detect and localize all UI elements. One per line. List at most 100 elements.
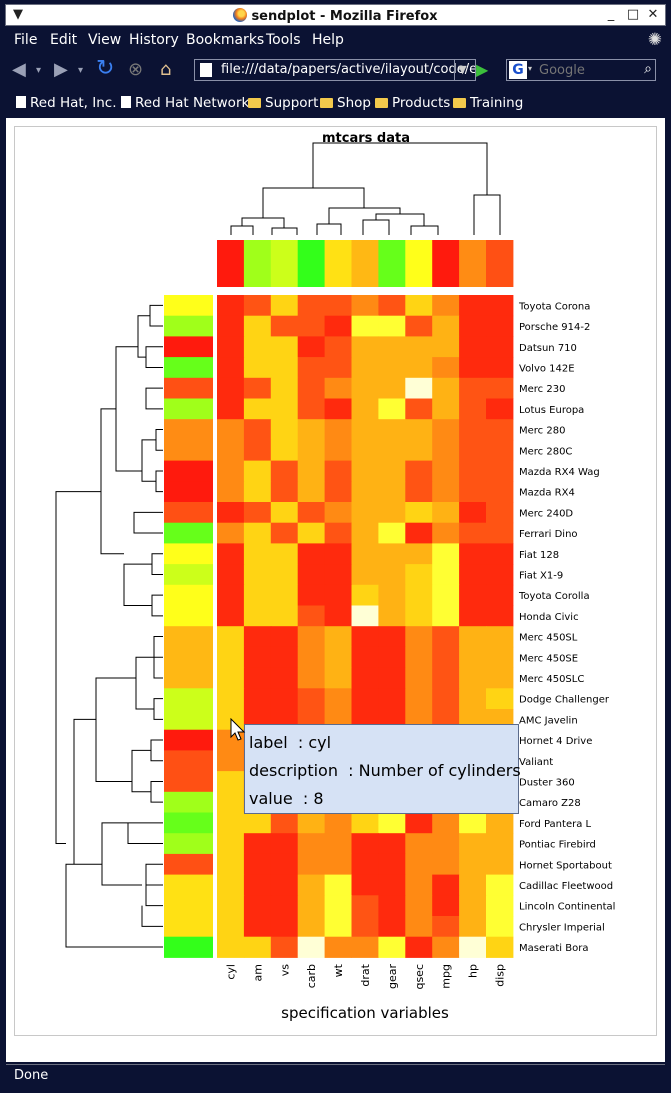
heatmap-cell[interactable] (486, 874, 514, 896)
heatmap-cell[interactable] (432, 377, 460, 399)
heatmap-cell[interactable] (459, 419, 487, 441)
heatmap-cell[interactable] (351, 543, 379, 565)
heatmap-cell[interactable] (297, 543, 326, 565)
search-magnifier-icon[interactable]: ⌕ (644, 61, 652, 77)
heatmap-cell[interactable] (217, 295, 245, 317)
heatmap-cell[interactable] (486, 812, 514, 834)
bookmark-support[interactable]: Support (248, 95, 318, 111)
heatmap-cell[interactable] (217, 460, 245, 482)
heatmap-cell[interactable] (432, 853, 460, 876)
heatmap-cell[interactable] (486, 295, 514, 317)
heatmap-cell[interactable] (459, 667, 487, 689)
maximize-button[interactable]: □ (626, 7, 640, 22)
heatmap-cell[interactable] (243, 543, 272, 565)
heatmap-cell[interactable] (351, 688, 379, 710)
heatmap-cell[interactable] (243, 853, 272, 876)
heatmap-cell[interactable] (243, 605, 272, 627)
heatmap-cell[interactable] (351, 874, 379, 896)
heatmap-cell[interactable] (243, 812, 272, 834)
heatmap-cell[interactable] (378, 895, 406, 917)
heatmap-cell[interactable] (217, 791, 245, 813)
heatmap-cell[interactable] (459, 336, 487, 358)
heatmap-cell[interactable] (351, 936, 379, 958)
heatmap-cell[interactable] (459, 833, 487, 855)
back-arrow-icon[interactable]: ◀ (12, 59, 26, 80)
heatmap-cell[interactable] (324, 584, 352, 606)
heatmap-cell[interactable] (297, 564, 326, 586)
heatmap-cell[interactable] (324, 439, 352, 462)
heatmap-cell[interactable] (297, 667, 326, 689)
heatmap-cell[interactable] (270, 584, 299, 606)
heatmap-cell[interactable] (486, 564, 514, 586)
heatmap-cell[interactable] (297, 295, 326, 317)
heatmap-cell[interactable] (297, 315, 326, 337)
heatmap-cell[interactable] (217, 336, 245, 358)
heatmap-cell[interactable] (405, 646, 433, 669)
minimize-button[interactable]: _ (607, 7, 615, 22)
heatmap-cell[interactable] (270, 543, 299, 565)
heatmap-cell[interactable] (297, 460, 326, 482)
forward-history-chevron-icon[interactable]: ▾ (78, 65, 84, 76)
heatmap-cell[interactable] (432, 564, 460, 586)
heatmap-cell[interactable] (432, 481, 460, 503)
heatmap-cell[interactable] (270, 564, 299, 586)
heatmap-cell[interactable] (432, 336, 460, 358)
heatmap-cell[interactable] (378, 626, 406, 648)
heatmap-cell[interactable] (217, 895, 245, 917)
heatmap-cell[interactable] (324, 398, 352, 420)
heatmap-cell[interactable] (405, 336, 433, 358)
heatmap-cell[interactable] (243, 936, 272, 958)
heatmap-cell[interactable] (432, 874, 460, 896)
heatmap-cell[interactable] (351, 419, 379, 441)
home-icon[interactable]: ⌂ (160, 59, 172, 80)
heatmap-cell[interactable] (378, 605, 406, 627)
stop-icon[interactable]: ⊗ (128, 59, 144, 80)
heatmap-cell[interactable] (378, 295, 406, 317)
heatmap-cell[interactable] (378, 336, 406, 358)
heatmap-cell[interactable] (217, 812, 245, 834)
heatmap-cell[interactable] (432, 812, 460, 834)
heatmap-cell[interactable] (405, 377, 433, 399)
heatmap-cell[interactable] (351, 895, 379, 917)
heatmap-cell[interactable] (270, 377, 299, 399)
heatmap-cell[interactable] (217, 584, 245, 606)
heatmap-cell[interactable] (297, 853, 326, 876)
heatmap-cell[interactable] (486, 502, 514, 524)
heatmap-cell[interactable] (486, 315, 514, 337)
heatmap-cell[interactable] (270, 895, 299, 917)
heatmap-cell[interactable] (351, 439, 379, 462)
heatmap-cell[interactable] (243, 667, 272, 689)
heatmap-cell[interactable] (459, 626, 487, 648)
heatmap-cell[interactable] (378, 543, 406, 565)
heatmap-cell[interactable] (486, 895, 514, 917)
heatmap-cell[interactable] (351, 667, 379, 689)
heatmap-cell[interactable] (405, 295, 433, 317)
heatmap-cell[interactable] (270, 398, 299, 420)
heatmap-cell[interactable] (217, 419, 245, 441)
url-bar[interactable]: file:///data/papers/active/ilayout/code/… (194, 59, 476, 81)
heatmap-cell[interactable] (297, 336, 326, 358)
heatmap-cell[interactable] (270, 481, 299, 503)
heatmap-cell[interactable] (378, 688, 406, 710)
heatmap-cell[interactable] (243, 439, 272, 462)
heatmap-cell[interactable] (459, 315, 487, 337)
bookmark-red-hat-network[interactable]: Red Hat Network (121, 95, 249, 111)
heatmap-cell[interactable] (324, 626, 352, 648)
heatmap-cell[interactable] (270, 626, 299, 648)
heatmap-cell[interactable] (243, 874, 272, 896)
heatmap-cell[interactable] (243, 295, 272, 317)
close-button[interactable]: ✕ (647, 7, 659, 22)
heatmap-cell[interactable] (270, 502, 299, 524)
heatmap-cell[interactable] (378, 564, 406, 586)
heatmap-cell[interactable] (486, 833, 514, 855)
heatmap-cell[interactable] (324, 543, 352, 565)
heatmap-cell[interactable] (432, 936, 460, 958)
heatmap-cell[interactable] (243, 336, 272, 358)
heatmap-cell[interactable] (378, 439, 406, 462)
heatmap-cell[interactable] (324, 916, 352, 938)
heatmap-cell[interactable] (243, 833, 272, 855)
heatmap-cell[interactable] (459, 377, 487, 399)
heatmap-cell[interactable] (324, 605, 352, 627)
heatmap-cell[interactable] (378, 812, 406, 834)
heatmap-cell[interactable] (486, 936, 514, 958)
